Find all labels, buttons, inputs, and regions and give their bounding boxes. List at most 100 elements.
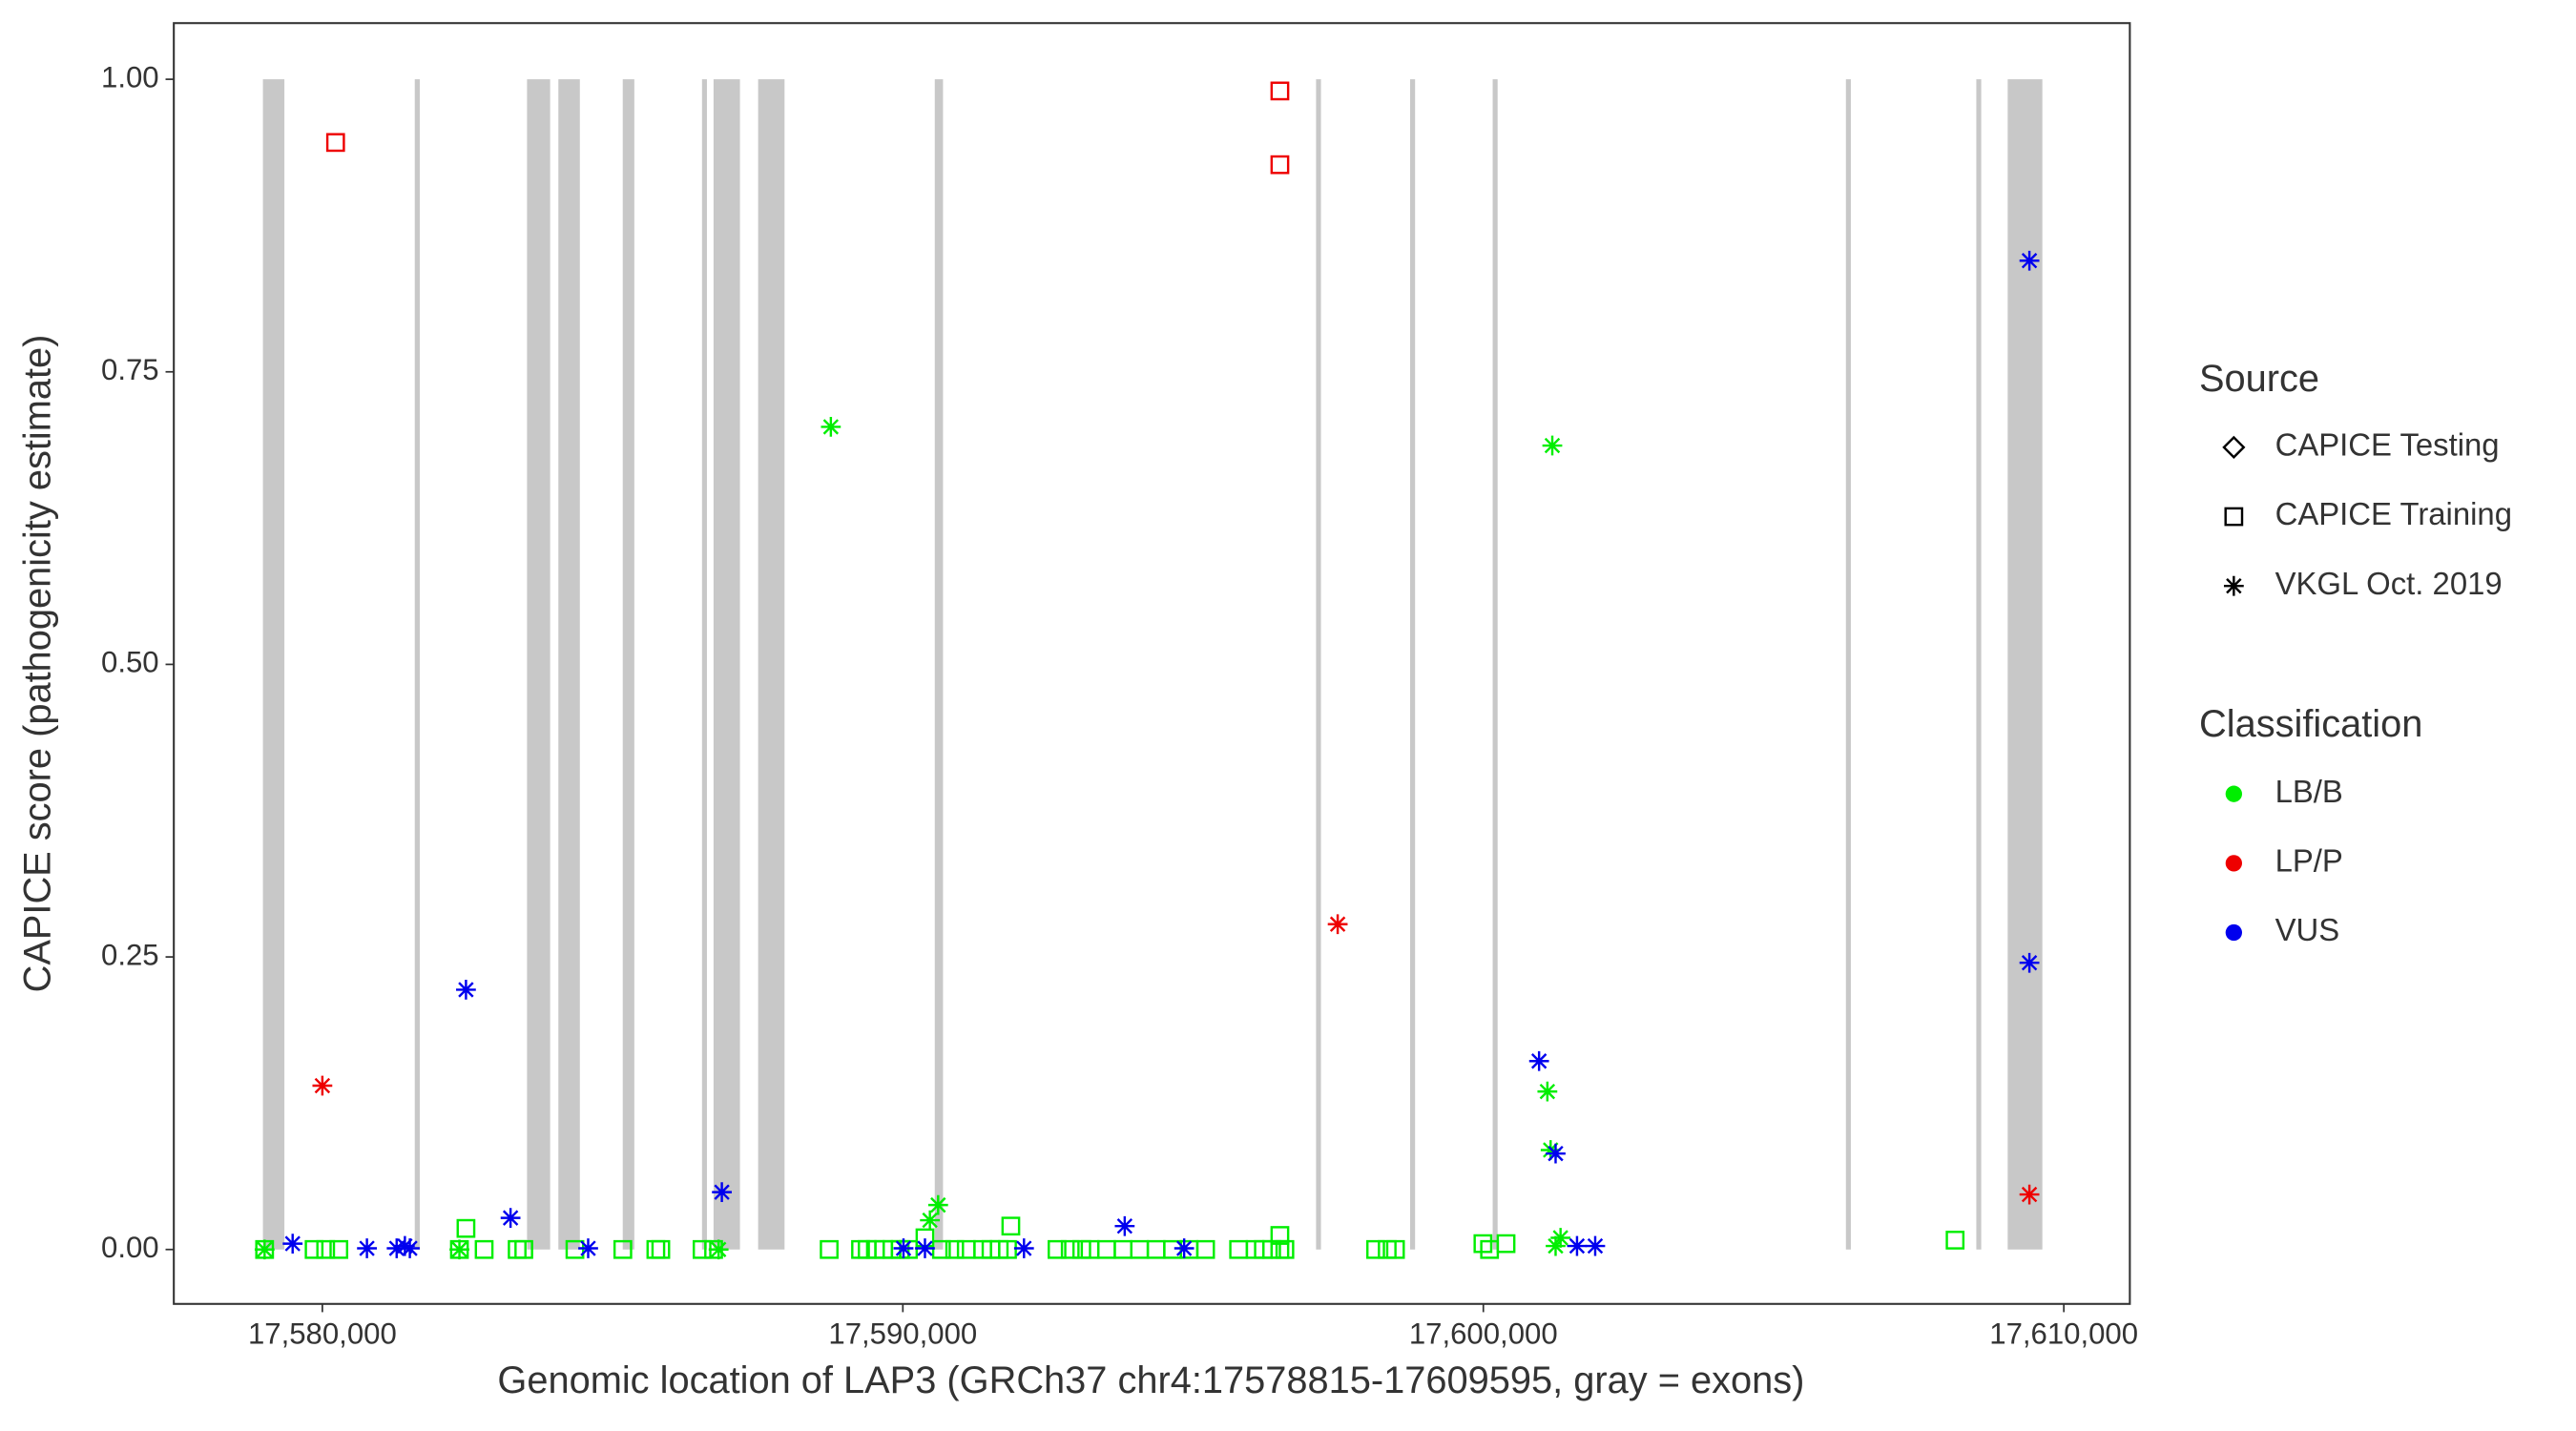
- marker-square: [651, 1239, 671, 1259]
- marker: [2222, 435, 2246, 459]
- marker: [1542, 435, 1563, 456]
- marker-asterisk: [1546, 1143, 1566, 1164]
- y-tick-label: 0.50: [101, 646, 159, 679]
- marker-square: [1060, 1239, 1080, 1259]
- marker: [1130, 1239, 1150, 1259]
- marker-asterisk: [1585, 1235, 1606, 1256]
- legend-title: Source: [2199, 358, 2319, 400]
- marker-asterisk: [578, 1238, 598, 1258]
- marker-asterisk: [893, 1238, 914, 1258]
- marker-square: [1270, 1226, 1290, 1245]
- marker-square: [998, 1239, 1017, 1259]
- marker: [565, 1239, 585, 1259]
- marker: [2019, 1184, 2040, 1205]
- marker: [651, 1239, 671, 1259]
- marker-asterisk: [1528, 1050, 1549, 1071]
- x-tick-label: 17,580,000: [248, 1317, 397, 1350]
- marker: [1270, 81, 1290, 101]
- marker-square: [508, 1239, 527, 1259]
- marker-square: [956, 1239, 976, 1259]
- marker: [474, 1239, 494, 1259]
- marker: [329, 1239, 349, 1259]
- y-tick-label: 0.25: [101, 938, 159, 971]
- marker: [2019, 250, 2040, 271]
- marker-square: [1096, 1239, 1116, 1259]
- exon: [622, 79, 634, 1250]
- marker-asterisk: [395, 1235, 415, 1256]
- marker-diamond: [2222, 435, 2246, 459]
- marker-asterisk: [254, 1239, 275, 1260]
- marker: [956, 1239, 976, 1259]
- marker: [893, 1238, 914, 1258]
- marker-square: [931, 1239, 951, 1259]
- marker-asterisk: [312, 1075, 333, 1096]
- exon: [527, 79, 551, 1250]
- marker: [899, 1239, 919, 1259]
- exon: [1845, 79, 1851, 1250]
- marker-asterisk: [400, 1238, 420, 1258]
- marker-asterisk: [920, 1210, 941, 1231]
- marker-asterisk: [927, 1194, 948, 1215]
- marker: [1195, 1239, 1215, 1259]
- marker: [646, 1239, 666, 1259]
- legend-label: LB/B: [2275, 774, 2343, 809]
- marker: [1270, 155, 1290, 175]
- marker: [2224, 507, 2244, 527]
- marker-asterisk: [500, 1208, 521, 1229]
- marker-asterisk: [1114, 1215, 1135, 1236]
- marker: [613, 1239, 633, 1259]
- marker-square: [1270, 155, 1290, 175]
- marker-square: [329, 1239, 349, 1259]
- x-axis-title: Genomic location of LAP3 (GRCh37 chr4:17…: [497, 1359, 1804, 1401]
- marker-asterisk: [1537, 1081, 1558, 1102]
- marker-asterisk: [2019, 250, 2040, 271]
- exon: [758, 79, 785, 1250]
- marker-asterisk: [282, 1234, 303, 1254]
- marker: [312, 1075, 333, 1096]
- marker: [712, 1182, 732, 1203]
- marker-asterisk: [357, 1238, 377, 1258]
- marker-square: [565, 1239, 585, 1259]
- marker-square: [1945, 1231, 1965, 1250]
- marker: [1496, 1234, 1516, 1254]
- marker: [578, 1238, 598, 1258]
- marker: [1385, 1239, 1405, 1259]
- legend-dot: [2225, 923, 2242, 942]
- marker-square: [2224, 507, 2244, 527]
- marker: [1174, 1238, 1195, 1258]
- marker-asterisk: [821, 417, 841, 437]
- exon: [558, 79, 580, 1250]
- marker: [456, 980, 476, 1000]
- marker: [1048, 1239, 1067, 1259]
- marker-square: [1113, 1239, 1132, 1259]
- marker: [1945, 1231, 1965, 1250]
- marker-asterisk: [1567, 1235, 1588, 1256]
- y-tick-label: 1.00: [101, 60, 159, 93]
- marker-square: [1473, 1234, 1493, 1254]
- legend-label: CAPICE Testing: [2275, 427, 2500, 463]
- marker: [386, 1238, 407, 1258]
- marker: [820, 1239, 839, 1259]
- x-tick-label: 17,600,000: [1409, 1317, 1558, 1350]
- marker-square: [456, 1218, 476, 1238]
- marker: [316, 1239, 336, 1259]
- marker-square: [1048, 1239, 1067, 1259]
- marker-square: [514, 1239, 533, 1259]
- marker: [1546, 1143, 1566, 1164]
- marker: [1060, 1239, 1080, 1259]
- marker-asterisk: [449, 1239, 469, 1260]
- plot-frame: [173, 22, 2131, 1305]
- exon: [414, 79, 420, 1250]
- marker: [1270, 1226, 1290, 1245]
- legend-label: VUS: [2275, 912, 2340, 947]
- marker: [927, 1194, 948, 1215]
- marker: [945, 1239, 965, 1259]
- exon: [701, 79, 707, 1250]
- marker: [1537, 1081, 1558, 1102]
- marker-asterisk: [2019, 1184, 2040, 1205]
- marker-square: [316, 1239, 336, 1259]
- marker-square: [1385, 1239, 1405, 1259]
- marker: [1001, 1216, 1021, 1236]
- exon: [2007, 79, 2043, 1250]
